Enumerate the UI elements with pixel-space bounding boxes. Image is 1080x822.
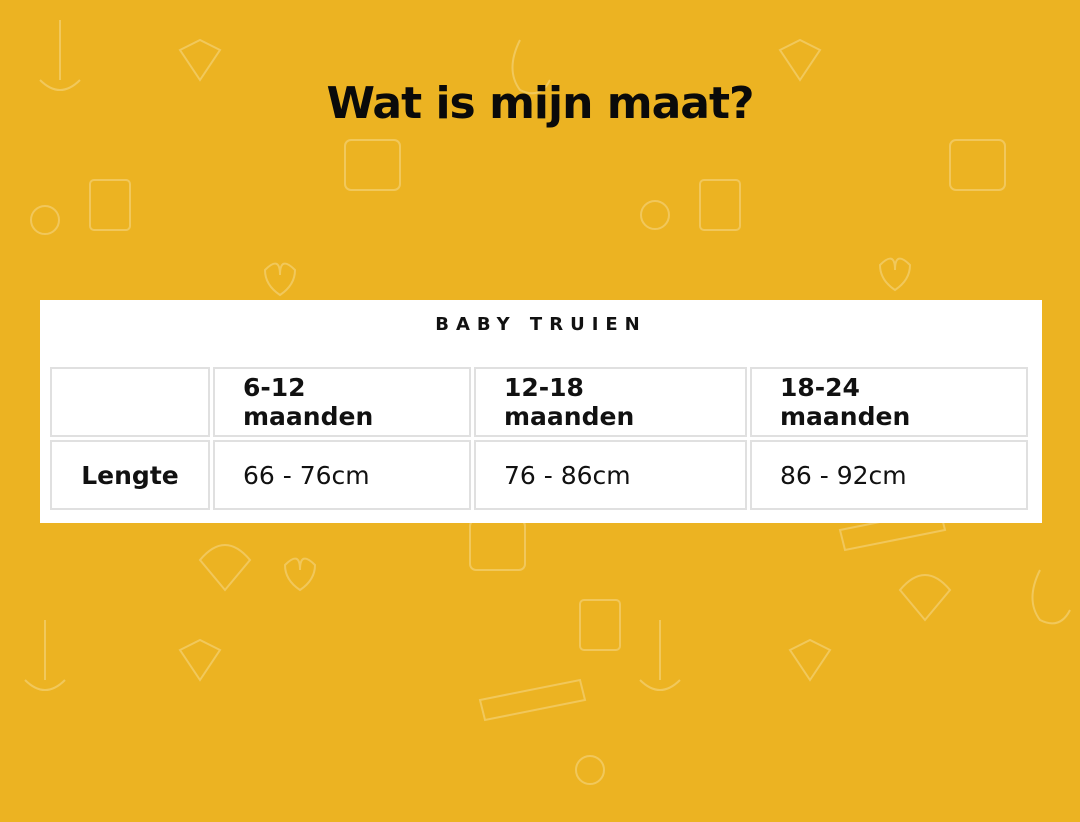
table-row: Lengte 66 - 76cm 76 - 86cm 86 - 92cm bbox=[50, 440, 1028, 510]
table-cell: 76 - 86cm bbox=[474, 440, 747, 510]
table-cell: 86 - 92cm bbox=[750, 440, 1028, 510]
page-title: Wat is mijn maat? bbox=[326, 78, 754, 129]
row-label-lengte: Lengte bbox=[50, 440, 210, 510]
table-header-row: 6-12 maanden 12-18 maanden 18-24 maanden bbox=[50, 367, 1028, 437]
header-cell-6-12: 6-12 maanden bbox=[213, 367, 471, 437]
header-cell-18-24: 18-24 maanden bbox=[750, 367, 1028, 437]
header-cell-12-18: 12-18 maanden bbox=[474, 367, 747, 437]
table-cell: 66 - 76cm bbox=[213, 440, 471, 510]
size-chart-card: BABY TRUIEN 6-12 maanden 12-18 maanden 1… bbox=[40, 300, 1042, 523]
header-cell-empty bbox=[50, 367, 210, 437]
size-table: 6-12 maanden 12-18 maanden 18-24 maanden… bbox=[47, 364, 1031, 513]
size-chart-caption: BABY TRUIEN bbox=[435, 314, 647, 335]
